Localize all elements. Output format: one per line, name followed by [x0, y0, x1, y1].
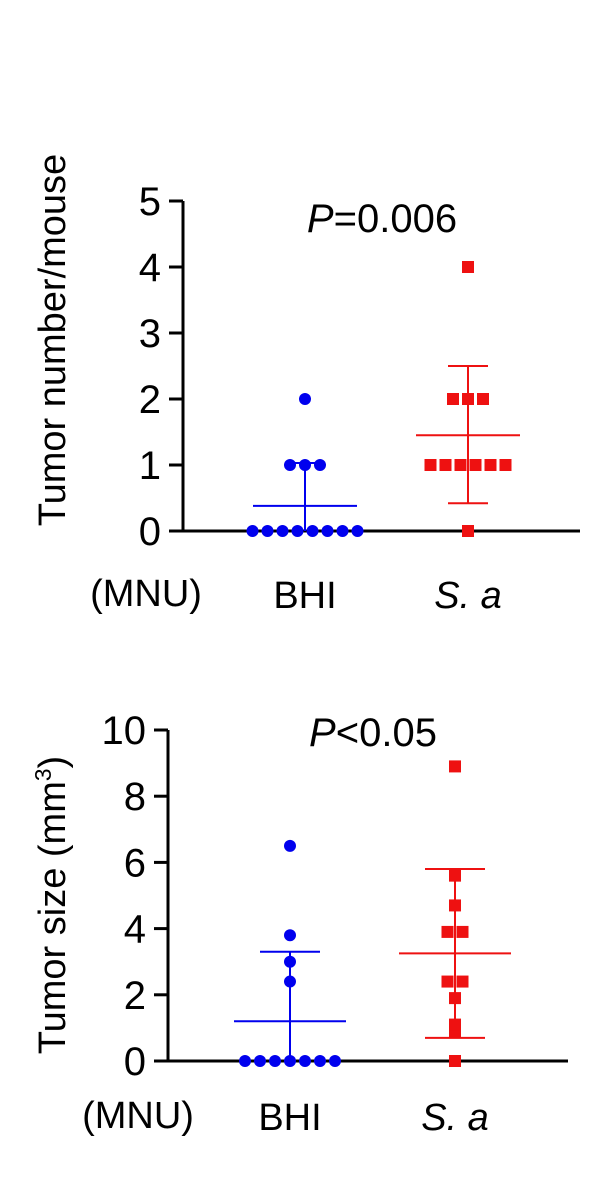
data-point	[299, 1055, 311, 1067]
data-point	[441, 925, 454, 938]
data-point	[439, 459, 452, 471]
data-point	[239, 1055, 251, 1067]
data-point	[462, 393, 474, 405]
data-point	[449, 869, 461, 882]
series-s-a	[416, 261, 520, 537]
data-point	[314, 459, 326, 471]
series-bhi	[234, 839, 346, 1067]
data-point	[484, 459, 497, 471]
data-point	[291, 525, 304, 537]
data-point	[441, 975, 454, 988]
data-point	[469, 459, 482, 471]
p-value-annotation: P=0.006	[307, 197, 457, 241]
category-label: S. a	[421, 1097, 489, 1139]
data-point	[284, 839, 296, 852]
y-tick-label: 2	[124, 974, 146, 1018]
y-tick-label: 10	[102, 709, 147, 753]
data-point	[329, 1055, 341, 1067]
y-tick-label: 3	[139, 312, 161, 356]
data-point	[246, 525, 259, 537]
data-point	[336, 525, 349, 537]
data-point	[477, 393, 489, 405]
data-point	[276, 525, 289, 537]
y-tick-label: 6	[124, 841, 146, 885]
data-point	[454, 459, 467, 471]
data-point	[269, 1055, 281, 1067]
data-point	[456, 925, 469, 938]
data-point	[449, 1055, 461, 1067]
data-point	[456, 975, 469, 988]
data-point	[462, 525, 474, 537]
data-point	[424, 459, 437, 471]
data-point	[299, 459, 311, 471]
series-bhi	[246, 393, 364, 537]
data-point	[254, 1055, 266, 1067]
series-s-a	[399, 760, 511, 1067]
data-point	[449, 760, 461, 773]
y-tick-label: 2	[139, 378, 161, 422]
chart-1: 0 1 2 3 4 5 Tumor number/mouse P=0.006 (MNU) BHI S…	[32, 154, 580, 617]
data-point	[447, 393, 459, 405]
y-tick-label: 0	[124, 1040, 146, 1084]
data-point	[462, 261, 474, 273]
treatment-label: (MNU)	[90, 573, 202, 615]
y-tick-label: 4	[139, 246, 161, 290]
y-tick-label: 0	[139, 510, 161, 554]
chart-2: 0 2 4 6 8 10 Tumor size (mm3) P<0.05 (MNU) BHI S. …	[30, 709, 568, 1139]
data-point	[284, 955, 296, 968]
data-point	[314, 1055, 326, 1067]
data-point	[449, 899, 461, 912]
p-value-annotation: P<0.05	[309, 711, 437, 755]
y-tick-label: 5	[139, 180, 161, 224]
data-point	[284, 975, 296, 988]
y-tick-label: 1	[139, 444, 161, 488]
data-point	[351, 525, 364, 537]
data-point	[261, 525, 274, 537]
y-axis-label: Tumor number/mouse	[32, 154, 74, 526]
data-point	[284, 929, 296, 942]
category-label: BHI	[273, 575, 336, 617]
data-point	[499, 459, 512, 471]
data-point	[306, 525, 319, 537]
data-point	[449, 992, 461, 1005]
y-tick-label: 8	[124, 775, 146, 819]
data-point	[449, 1018, 461, 1031]
treatment-label: (MNU)	[82, 1095, 194, 1137]
data-point	[284, 459, 296, 471]
y-tick-label: 4	[124, 908, 146, 952]
data-point	[321, 525, 334, 537]
y-axis-label: Tumor size (mm3)	[30, 756, 74, 1054]
category-label: BHI	[258, 1097, 321, 1139]
data-point	[284, 1055, 296, 1067]
data-point	[299, 393, 311, 405]
category-label: S. a	[434, 575, 502, 617]
